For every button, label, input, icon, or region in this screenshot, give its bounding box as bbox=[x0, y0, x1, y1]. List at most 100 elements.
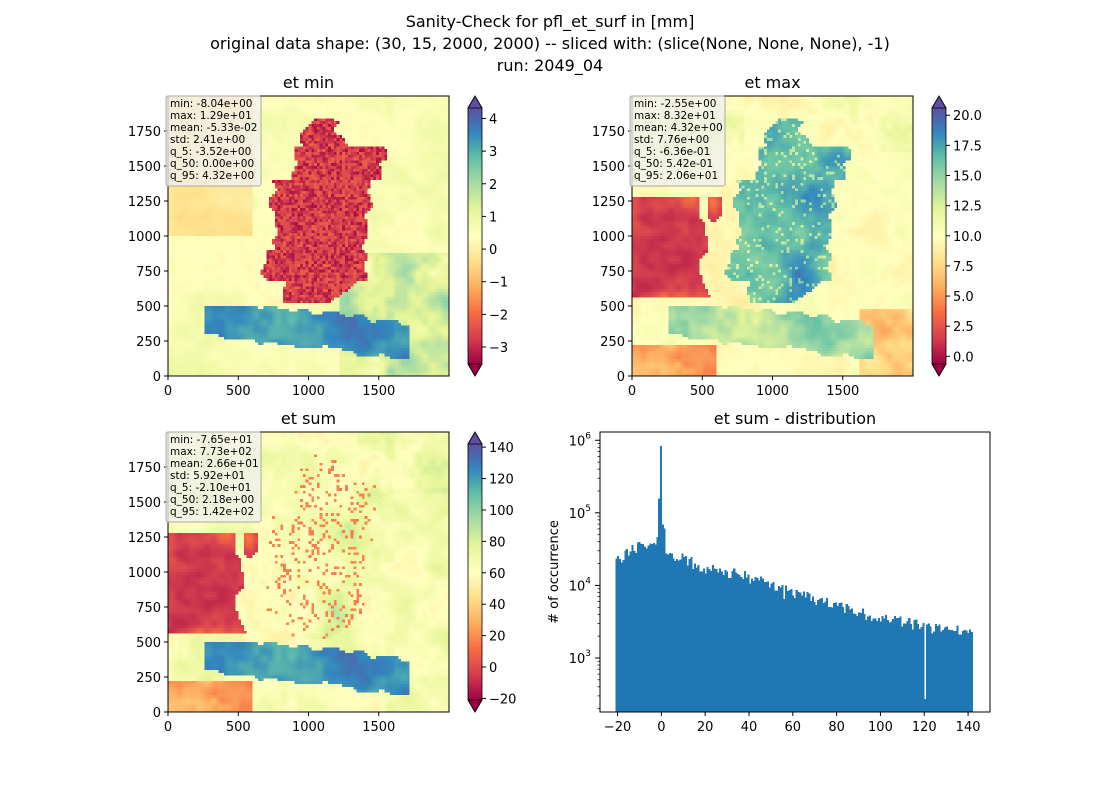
heatmap-cell bbox=[266, 174, 270, 178]
heatmap-cell bbox=[361, 194, 366, 198]
heatmap-cell bbox=[418, 163, 422, 167]
heatmap-cell bbox=[350, 210, 354, 214]
heatmap-cell bbox=[238, 196, 242, 200]
heatmap-cell bbox=[229, 194, 234, 198]
heatmap-cell bbox=[378, 213, 382, 217]
heatmap-cell bbox=[271, 146, 276, 150]
heatmap-cell bbox=[392, 208, 397, 212]
heatmap-cell bbox=[300, 163, 304, 167]
heatmap-cell bbox=[302, 135, 307, 139]
heatmap-cell bbox=[395, 135, 399, 139]
heatmap-cell bbox=[215, 185, 219, 189]
heatmap-cell bbox=[353, 208, 357, 212]
heatmap-cell bbox=[221, 230, 225, 234]
heatmap-cell bbox=[342, 163, 346, 167]
heatmap-cell bbox=[238, 208, 242, 212]
heatmap-cell bbox=[339, 168, 343, 172]
heatmap-cell bbox=[330, 219, 335, 223]
heatmap-cell bbox=[218, 188, 222, 192]
heatmap-cell bbox=[356, 101, 360, 105]
heatmap-cell bbox=[401, 210, 405, 214]
heatmap-cell bbox=[322, 104, 326, 108]
heatmap-cell bbox=[277, 121, 281, 125]
heatmap-cell bbox=[401, 202, 405, 206]
heatmap-cell bbox=[440, 205, 444, 209]
heatmap-cell bbox=[350, 107, 354, 111]
heatmap-cell bbox=[330, 205, 335, 209]
heatmap-cell bbox=[415, 135, 419, 139]
heatmap-cell bbox=[280, 149, 287, 153]
heatmap-cell bbox=[286, 163, 290, 167]
heatmap-cell bbox=[288, 244, 293, 248]
heatmap-cell bbox=[418, 124, 422, 128]
heatmap-cell bbox=[339, 233, 343, 237]
heatmap-cell bbox=[274, 194, 278, 198]
heatmap-cell bbox=[288, 163, 295, 167]
heatmap-cell bbox=[429, 185, 436, 189]
heatmap-cell bbox=[305, 146, 309, 150]
heatmap-cell bbox=[308, 171, 312, 175]
heatmap-cell bbox=[336, 124, 340, 128]
heatmap-cell bbox=[339, 174, 343, 178]
heatmap-cell bbox=[339, 194, 343, 198]
heatmap-cell bbox=[389, 205, 394, 209]
heatmap-cell bbox=[353, 124, 357, 128]
heatmap-cell bbox=[412, 124, 416, 128]
heatmap-cell bbox=[252, 216, 256, 220]
heatmap-cell bbox=[361, 96, 366, 100]
heatmap-cell bbox=[409, 154, 413, 158]
heatmap-cell bbox=[176, 252, 180, 256]
heatmap-cell bbox=[218, 196, 222, 200]
heatmap-cell bbox=[423, 98, 427, 102]
heatmap-cell bbox=[288, 210, 293, 214]
heatmap-cell bbox=[330, 222, 335, 226]
heatmap-cell bbox=[170, 224, 175, 228]
heatmap-cell bbox=[260, 191, 264, 195]
heatmap-cell bbox=[330, 96, 335, 100]
heatmap-cell bbox=[432, 101, 436, 105]
heatmap-cell bbox=[345, 247, 349, 251]
heatmap-cell bbox=[168, 222, 172, 226]
heatmap-cell bbox=[345, 244, 349, 248]
heatmap-cell bbox=[443, 140, 447, 144]
heatmap-cell bbox=[375, 96, 380, 100]
heatmap-cell bbox=[190, 213, 197, 217]
heatmap-cell bbox=[401, 194, 408, 198]
heatmap-cell bbox=[440, 104, 444, 108]
heatmap-cell bbox=[328, 140, 332, 144]
heatmap-cell bbox=[308, 112, 312, 116]
heatmap-cell bbox=[224, 208, 228, 212]
heatmap-cell bbox=[184, 191, 191, 195]
heatmap-cell bbox=[406, 132, 411, 136]
heatmap-cell bbox=[395, 174, 405, 178]
heatmap-cell bbox=[423, 168, 427, 172]
heatmap-cell bbox=[255, 216, 259, 220]
heatmap-cell bbox=[375, 135, 380, 139]
heatmap-cell bbox=[271, 230, 276, 234]
heatmap-cell bbox=[322, 227, 326, 231]
heatmap-cell bbox=[440, 171, 444, 175]
heatmap-cell bbox=[392, 250, 397, 254]
heatmap-cell bbox=[359, 132, 363, 136]
heatmap-cell bbox=[381, 174, 388, 178]
heatmap-cell bbox=[325, 98, 332, 102]
heatmap-cell bbox=[187, 227, 191, 231]
heatmap-cell bbox=[294, 182, 298, 186]
heatmap-cell bbox=[316, 247, 321, 251]
heatmap-cell bbox=[398, 202, 402, 206]
heatmap-cell bbox=[437, 238, 441, 242]
heatmap-cell bbox=[300, 219, 304, 223]
heatmap-cell bbox=[434, 222, 447, 226]
heatmap-cell bbox=[297, 196, 301, 200]
heatmap-cell bbox=[395, 216, 399, 220]
heatmap-cell bbox=[269, 210, 273, 214]
heatmap-cell bbox=[375, 247, 380, 251]
heatmap-cell bbox=[401, 238, 405, 242]
heatmap-cell bbox=[353, 157, 357, 161]
heatmap-cell bbox=[420, 96, 427, 100]
heatmap-cell bbox=[350, 143, 357, 147]
heatmap-cell bbox=[266, 241, 270, 245]
heatmap-cell bbox=[356, 146, 360, 150]
heatmap-cell bbox=[176, 236, 186, 240]
heatmap-cell bbox=[291, 154, 295, 158]
